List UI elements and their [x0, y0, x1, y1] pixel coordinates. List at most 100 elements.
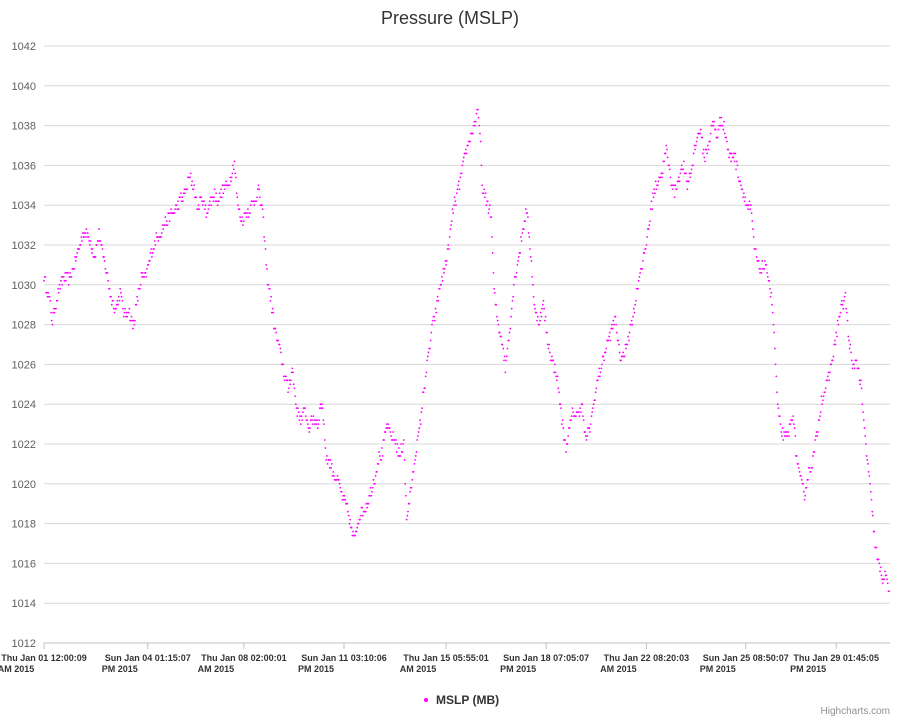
data-point [711, 124, 713, 127]
data-point [720, 116, 723, 119]
data-point [427, 351, 430, 354]
data-point [153, 240, 156, 242]
data-point [778, 415, 781, 418]
data-point [43, 279, 45, 282]
chart-title: Pressure (MSLP) [381, 8, 519, 28]
data-point [431, 323, 433, 326]
data-point [164, 216, 167, 219]
data-point [48, 295, 51, 298]
data-point [598, 367, 601, 370]
data-point [620, 359, 622, 362]
data-point [643, 252, 646, 254]
data-point [692, 164, 694, 167]
data-point [318, 419, 321, 422]
data-point [289, 383, 292, 386]
data-point [405, 494, 407, 497]
data-point [371, 490, 373, 493]
data-point [167, 212, 170, 215]
data-point [315, 423, 318, 425]
data-point [666, 148, 668, 151]
x-tick-label: AM 2015 [0, 664, 34, 674]
data-point [706, 152, 709, 155]
data-point [73, 267, 76, 270]
data-point [266, 267, 268, 270]
data-point [503, 355, 506, 358]
data-point [117, 295, 120, 298]
data-point [50, 319, 53, 322]
data-point [144, 271, 147, 274]
data-point [488, 208, 491, 211]
data-point [263, 236, 266, 238]
data-point [848, 347, 851, 350]
data-point [520, 236, 522, 238]
data-point [575, 415, 577, 418]
data-point [101, 248, 104, 250]
data-point [410, 486, 413, 489]
data-point [414, 459, 416, 461]
y-tick-label: 1028 [12, 320, 36, 332]
data-point [81, 232, 84, 234]
data-point [572, 411, 574, 414]
data-point [456, 188, 459, 191]
data-point [862, 419, 865, 422]
data-point [776, 403, 779, 406]
data-point [628, 331, 631, 334]
data-point [651, 208, 654, 211]
credits-link[interactable]: Highcharts.com [821, 706, 890, 717]
data-point [395, 451, 398, 453]
data-point [845, 311, 848, 314]
data-point [123, 311, 126, 314]
data-point [527, 216, 529, 219]
data-point [417, 435, 419, 437]
data-point [131, 319, 134, 322]
data-point [694, 148, 697, 151]
data-point [149, 252, 152, 254]
data-point [215, 192, 218, 195]
data-point [84, 236, 86, 238]
data-point [654, 192, 656, 195]
y-tick-label: 1016 [12, 558, 36, 570]
data-point [319, 403, 322, 406]
data-point [122, 315, 125, 318]
data-point [415, 451, 418, 453]
data-point [258, 196, 261, 199]
data-point [883, 578, 886, 581]
data-point [448, 236, 451, 238]
data-point [367, 502, 370, 505]
data-point [446, 248, 449, 250]
data-point [445, 264, 448, 266]
data-point [316, 427, 319, 429]
data-point [383, 439, 385, 441]
legend[interactable]: MSLP (MB) [424, 693, 499, 707]
data-point [343, 494, 346, 497]
data-point [624, 343, 627, 346]
data-point [347, 514, 350, 517]
data-point [857, 367, 860, 370]
data-point [355, 530, 358, 533]
data-point [646, 236, 649, 238]
data-point [395, 439, 397, 441]
data-point [381, 447, 383, 449]
data-point [86, 236, 88, 238]
data-point [135, 303, 138, 306]
data-point [230, 180, 232, 183]
legend-label[interactable]: MSLP (MB) [436, 693, 499, 707]
data-point [88, 244, 91, 246]
data-point [440, 283, 443, 286]
data-point [741, 188, 744, 191]
data-point [730, 160, 733, 163]
data-point [265, 264, 268, 266]
data-point [503, 359, 505, 362]
data-point [213, 196, 215, 199]
data-point [862, 411, 864, 414]
data-point [220, 188, 222, 191]
data-point [653, 188, 656, 191]
legend-marker[interactable] [424, 698, 428, 702]
data-point [723, 132, 726, 135]
data-point [321, 403, 323, 406]
data-point [809, 470, 812, 473]
data-point [452, 212, 455, 215]
data-point [771, 303, 773, 306]
data-point [485, 204, 488, 207]
data-point [397, 455, 400, 457]
